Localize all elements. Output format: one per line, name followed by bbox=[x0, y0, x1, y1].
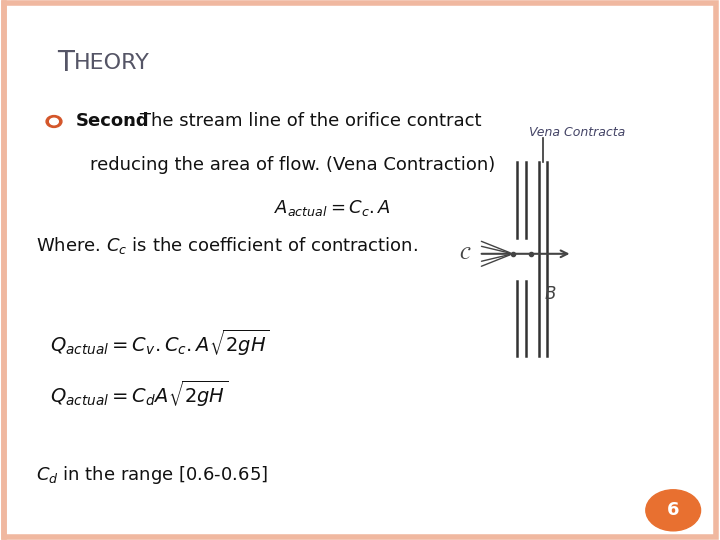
Text: Where. $C_c$ is the coefficient of contraction.: Where. $C_c$ is the coefficient of contr… bbox=[36, 235, 418, 256]
Text: Second: Second bbox=[76, 112, 149, 131]
Circle shape bbox=[46, 116, 62, 127]
Text: $A_{actual} = C_c.A$: $A_{actual} = C_c.A$ bbox=[274, 198, 390, 218]
Text: HEORY: HEORY bbox=[73, 53, 149, 73]
Text: $C_d$ in the range [0.6-0.65]: $C_d$ in the range [0.6-0.65] bbox=[36, 464, 268, 486]
FancyBboxPatch shape bbox=[4, 3, 716, 537]
Text: $\mathit{B}$: $\mathit{B}$ bbox=[544, 286, 556, 303]
Circle shape bbox=[50, 118, 58, 125]
Circle shape bbox=[646, 490, 701, 531]
Text: reducing the area of flow. (Vena Contraction): reducing the area of flow. (Vena Contrac… bbox=[90, 156, 495, 174]
Text: 6: 6 bbox=[667, 501, 680, 519]
Text: T: T bbox=[58, 49, 74, 77]
Text: $Q_{actual} = C_d A\sqrt{2gH}$: $Q_{actual} = C_d A\sqrt{2gH}$ bbox=[50, 379, 228, 409]
Text: Vena Contracta: Vena Contracta bbox=[529, 126, 626, 139]
Text: $Q_{actual} = C_v.C_c.A\sqrt{2gH}$: $Q_{actual} = C_v.C_c.A\sqrt{2gH}$ bbox=[50, 328, 269, 358]
Text: : The stream line of the orifice contract: : The stream line of the orifice contrac… bbox=[128, 112, 482, 131]
Text: $\mathcal{C}$: $\mathcal{C}$ bbox=[459, 245, 472, 263]
